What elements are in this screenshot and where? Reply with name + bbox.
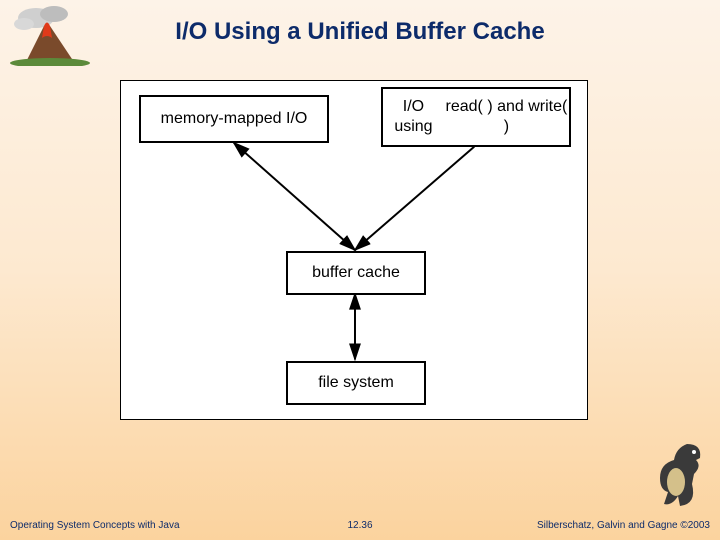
- edge-0: [234, 143, 355, 250]
- node-fs: file system: [286, 361, 426, 405]
- node-mmio: memory-mapped I/O: [139, 95, 329, 143]
- footer-right: Silberschatz, Galvin and Gagne ©2003: [537, 520, 710, 531]
- dino-icon: [642, 434, 712, 514]
- diagram: memory-mapped I/O I/O usingread( ) and wr…: [121, 81, 587, 419]
- footer-page-number: 12.36: [347, 520, 372, 531]
- footer-left: Operating System Concepts with Java: [10, 520, 180, 531]
- edge-1: [355, 147, 474, 250]
- node-cache: buffer cache: [286, 251, 426, 295]
- footer: Operating System Concepts with Java 12.3…: [0, 516, 720, 534]
- diagram-frame: memory-mapped I/O I/O usingread( ) and wr…: [120, 80, 588, 420]
- node-rw: I/O usingread( ) and write( ): [381, 87, 571, 147]
- page-title: I/O Using a Unified Buffer Cache: [0, 18, 720, 46]
